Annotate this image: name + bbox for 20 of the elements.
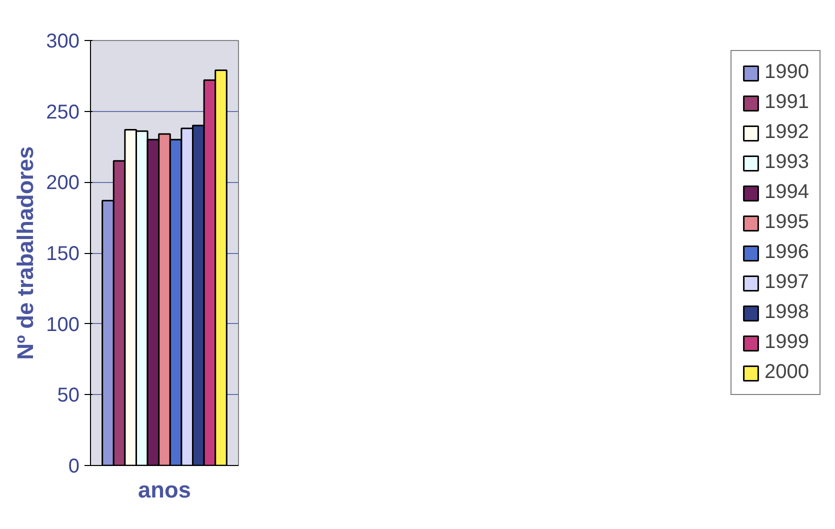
legend-label: 1993: [764, 151, 809, 174]
legend-label: 1990: [764, 61, 809, 84]
legend-label: 1996: [764, 241, 809, 264]
y-tick-label: 100: [46, 314, 80, 336]
y-tick-label: 300: [46, 30, 80, 52]
legend-label: 1999: [764, 331, 809, 354]
y-tick-label: 150: [46, 243, 80, 265]
y-tick-label: 50: [57, 384, 80, 407]
legend-label: 1991: [764, 91, 809, 114]
legend-label: 1995: [764, 211, 809, 234]
y-tick-label: 0: [68, 456, 80, 478]
x-axis-title: anos: [138, 476, 191, 502]
legend-label: 1994: [764, 181, 809, 204]
y-tick-label: 250: [46, 101, 80, 124]
legend-label: 1997: [764, 271, 809, 294]
y-axis-title: Nº de trabalhadores: [12, 146, 38, 360]
legend-label: 1998: [764, 301, 809, 324]
y-tick-label: 200: [46, 172, 80, 194]
legend-label: 1992: [764, 121, 809, 144]
legend-label: 2000: [764, 361, 809, 384]
